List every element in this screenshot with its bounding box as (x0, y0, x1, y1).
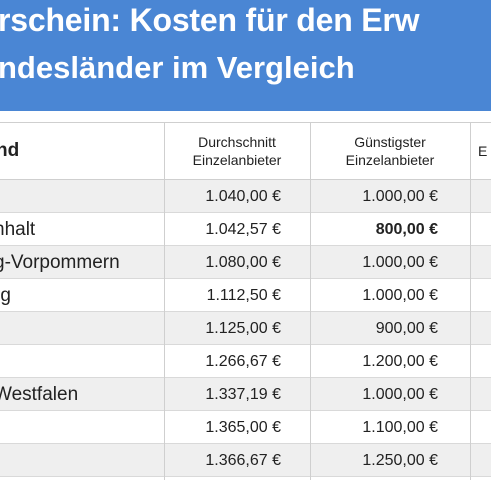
header-average-single-provider: Durchschnitt Einzelanbieter (164, 123, 310, 179)
page-subtitle: ndesländer im Vergleich (0, 50, 355, 85)
cell-cheapest: 1.200,00 € (362, 353, 438, 370)
table-row: 1.365,00 € 1.100,00 € (0, 411, 491, 444)
cell-average: 1.366,67 € (205, 452, 281, 469)
header-next-fragment: E (478, 143, 488, 159)
cell-cheapest: 1.000,00 € (362, 188, 438, 205)
cell-cheapest: 1.000,00 € (362, 386, 438, 403)
cell-cheapest: 800,00 € (375, 221, 438, 238)
cell-cheapest: 1.000,00 € (362, 287, 438, 304)
cell-land: rg (0, 285, 11, 306)
table-row: Westfalen 1.337,19 € 1.000,00 € (0, 378, 491, 411)
cost-comparison-table: nd Durchschnitt Einzelanbieter Günstigst… (0, 122, 491, 480)
header-cheapest-line1: Günstigster (354, 134, 426, 150)
cell-average: 1.112,50 € (206, 287, 281, 304)
cell-average: 1.080,00 € (205, 254, 281, 271)
cell-land: Westfalen (0, 384, 79, 405)
table-row: g-Vorpommern 1.080,00 € 1.000,00 € (0, 246, 491, 279)
table-row: 1.366,67 € 1.250,00 € (0, 444, 491, 477)
cell-land: g-Vorpommern (0, 252, 120, 273)
table-row: nhalt 1.042,57 € 800,00 € (0, 213, 491, 246)
cell-average: 1.042,57 € (205, 221, 281, 238)
header-land: nd (0, 140, 20, 161)
cell-average: 1.125,00 € (205, 320, 281, 337)
cell-cheapest: 900,00 € (375, 320, 438, 337)
cell-average: 1.266,67 € (205, 353, 281, 370)
cell-average: 1.365,00 € (205, 419, 281, 436)
cell-land: nhalt (0, 219, 36, 240)
column-divider-2 (310, 122, 311, 480)
page-title: rschein: Kosten für den Erw (0, 2, 420, 38)
table-row: rg 1.112,50 € 1.000,00 € (0, 279, 491, 312)
table-row: 1.125,00 € 900,00 € (0, 312, 491, 345)
column-divider-1 (164, 122, 165, 480)
header-next-column: E (478, 123, 491, 179)
cell-average: 1.040,00 € (205, 188, 281, 205)
cell-average: 1.337,19 € (205, 386, 281, 403)
column-divider-3 (470, 122, 471, 480)
table-row: 1.040,00 € 1.000,00 € (0, 180, 491, 213)
header-average-line2: Einzelanbieter (192, 152, 282, 168)
table-row: 1.266,67 € 1.200,00 € (0, 345, 491, 378)
title-banner: rschein: Kosten für den Erw ndesländer i… (0, 0, 491, 111)
header-cheapest-single-provider: Günstigster Einzelanbieter (310, 123, 470, 179)
header-average-line1: Durchschnitt (198, 134, 276, 150)
cell-cheapest: 1.000,00 € (362, 254, 438, 271)
cell-cheapest: 1.250,00 € (362, 452, 438, 469)
header-cheapest-line2: Einzelanbieter (345, 152, 435, 168)
table-header-row: nd Durchschnitt Einzelanbieter Günstigst… (0, 122, 491, 180)
cell-cheapest: 1.100,00 € (362, 419, 438, 436)
